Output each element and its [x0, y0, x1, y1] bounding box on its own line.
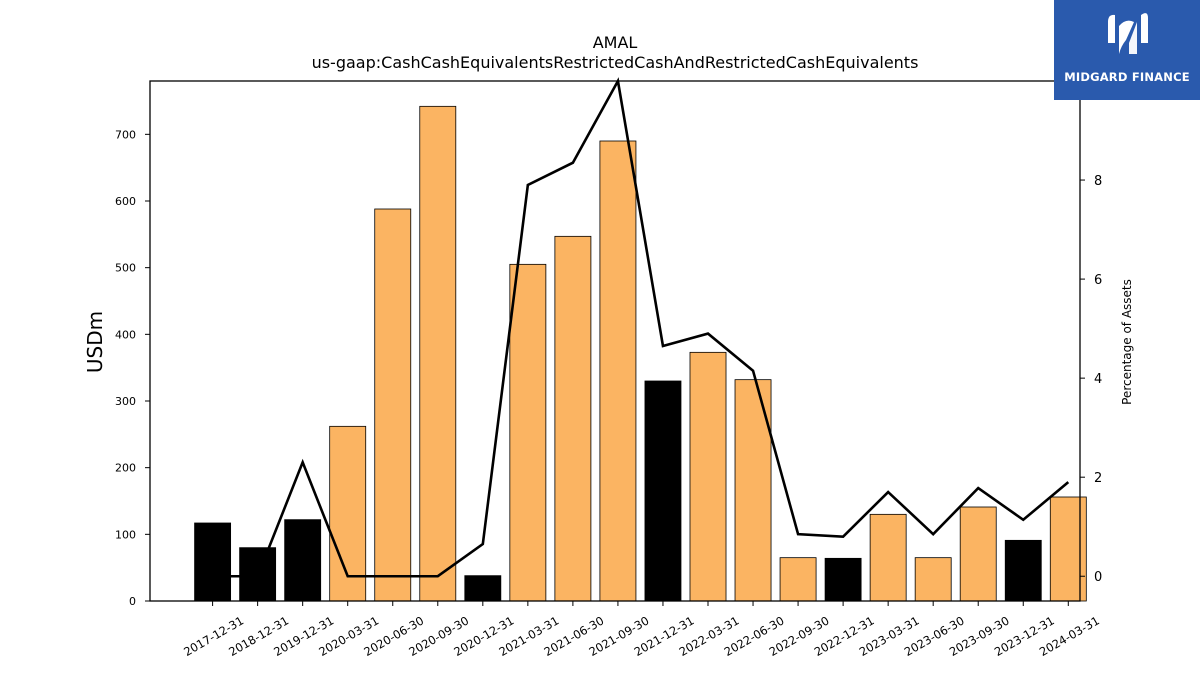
line-series — [212, 77, 1070, 578]
bar — [194, 522, 232, 602]
chart-title: AMAL — [593, 33, 638, 52]
bar — [1004, 539, 1042, 602]
bar — [869, 513, 907, 602]
brand-logo: MIDGARD FINANCE — [1054, 0, 1200, 100]
y-tick-label: 0 — [129, 595, 136, 608]
y-tick-label: 300 — [115, 395, 136, 408]
y-tick-label: 400 — [115, 328, 136, 341]
bar — [599, 140, 637, 602]
midgard-logo-icon — [1108, 13, 1148, 55]
bar — [914, 557, 952, 602]
y-axis-label: USDm — [83, 311, 107, 373]
bar-series — [194, 105, 1087, 602]
bar — [374, 208, 412, 602]
y2-tick-label: 8 — [1094, 174, 1102, 189]
bar — [689, 351, 727, 602]
bar — [509, 263, 547, 602]
plot-frame — [149, 80, 1081, 602]
line-percentage-of-assets — [212, 77, 1070, 578]
y-tick-label: 700 — [115, 128, 136, 141]
bar — [824, 557, 862, 602]
bar — [1049, 496, 1087, 602]
bar — [554, 235, 592, 602]
bar — [959, 506, 997, 602]
bar — [644, 380, 682, 602]
y2-axis-label: Percentage of Assets — [1120, 279, 1134, 405]
y-tick-label: 200 — [115, 462, 136, 475]
y-tick-label: 100 — [115, 528, 136, 541]
y2-tick-label: 6 — [1094, 273, 1102, 288]
bar — [329, 425, 367, 602]
y2-tick-label: 4 — [1094, 372, 1102, 387]
y-tick-label: 600 — [115, 195, 136, 208]
bar — [284, 519, 322, 602]
bar — [464, 575, 502, 602]
brand-name: MIDGARD FINANCE — [1064, 70, 1190, 84]
y2-tick-label: 0 — [1094, 570, 1102, 585]
y-tick-label: 500 — [115, 262, 136, 275]
y2-tick-label: 2 — [1094, 471, 1102, 486]
bar — [779, 557, 817, 602]
chart-subtitle: us-gaap:CashCashEquivalentsRestrictedCas… — [312, 53, 919, 72]
bar — [419, 105, 457, 602]
